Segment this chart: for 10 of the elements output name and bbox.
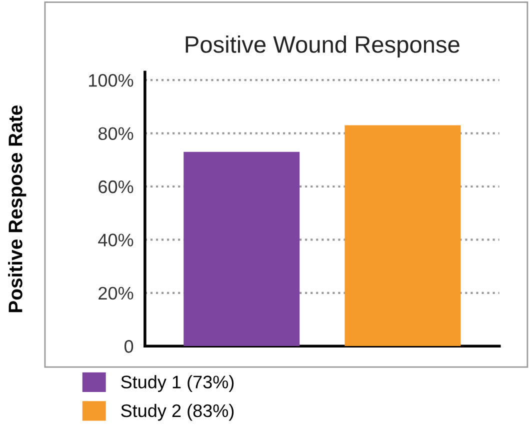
chart-title: Positive Wound Response	[186, 36, 460, 58]
y-tick-label: 0	[124, 340, 134, 353]
y-tick-label: 60%	[98, 180, 134, 194]
y-tick-label: 40%	[98, 234, 134, 246]
y-tick-label: 20%	[98, 286, 134, 300]
y-tick-label: 100%	[89, 74, 134, 87]
y-axis-title: Positive Respose Rate	[8, 105, 26, 312]
y-tick-label: 80%	[98, 127, 134, 140]
legend-label: Study 1 (73%)	[121, 375, 234, 392]
legend-label: Study 2 (83%)	[121, 404, 234, 421]
